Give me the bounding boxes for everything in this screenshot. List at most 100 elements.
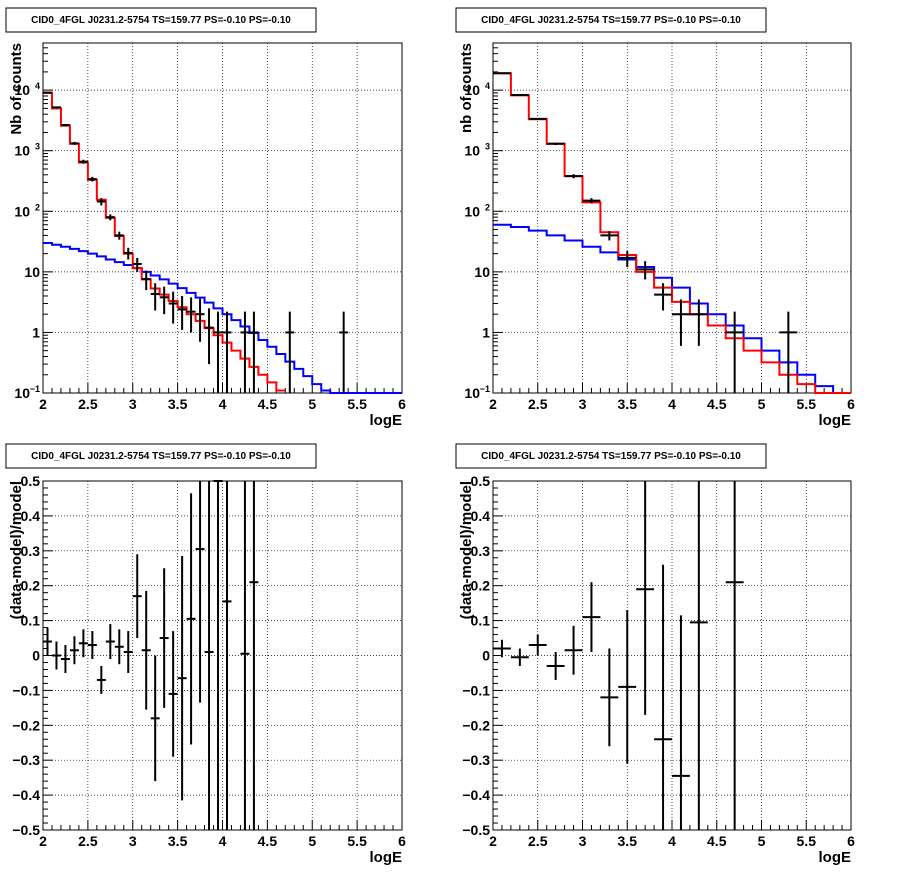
- data-point: [654, 283, 672, 311]
- data-point: [123, 247, 133, 260]
- y-tick-exponent: −1: [480, 384, 490, 394]
- x-tick-label: 5.5: [347, 833, 367, 849]
- data-point: [51, 106, 61, 109]
- y-tick-label: 10: [14, 385, 30, 401]
- data-point: [114, 629, 124, 665]
- data-point: [186, 297, 196, 333]
- data-point: [240, 311, 250, 393]
- x-tick-label: 3.5: [168, 833, 188, 849]
- data-point: [564, 174, 583, 179]
- data-point: [493, 72, 511, 75]
- plot-area: [43, 480, 259, 830]
- plot-area: [493, 481, 744, 830]
- data-point: [546, 652, 565, 680]
- data-point: [96, 665, 106, 694]
- chart-title: CID0_4FGL J0231.2-5754 TS=159.77 PS=-0.1…: [31, 15, 291, 26]
- data-point: [582, 198, 601, 204]
- chart-panel-3: CID0_4FGL J0231.2-5754 TS=159.77 PS=-0.1…: [5, 443, 406, 866]
- x-tick-label: 3.5: [168, 396, 188, 412]
- x-tick-label: 5: [308, 396, 316, 412]
- y-tick-label: 10: [14, 82, 30, 98]
- y-tick-label: 0.2: [471, 578, 491, 594]
- chart-panel-1: CID0_4FGL J0231.2-5754 TS=159.77 PS=-0.1…: [5, 7, 406, 429]
- x-tick-label: 2.5: [528, 396, 548, 412]
- y-tick-label: 1: [482, 324, 490, 340]
- y-tick-label: 10: [464, 203, 480, 219]
- chart-title: CID0_4FGL J0231.2-5754 TS=159.77 PS=-0.1…: [31, 451, 291, 462]
- y-tick-label: −0.4: [462, 787, 490, 803]
- data-point: [43, 627, 52, 656]
- y-axis-label: (data-model)/model: [458, 481, 475, 619]
- data-point: [177, 295, 187, 330]
- background-model-step-line: [43, 241, 402, 394]
- chart-title: CID0_4FGL J0231.2-5754 TS=159.77 PS=-0.1…: [481, 451, 741, 462]
- y-tick-label: 0.1: [21, 613, 41, 629]
- data-point: [78, 629, 88, 658]
- data-point: [689, 299, 708, 346]
- data-point: [528, 634, 547, 656]
- x-tick-label: 4: [668, 833, 676, 849]
- x-axis-label: logE: [370, 412, 403, 429]
- x-tick-label: 2: [39, 396, 47, 412]
- data-point: [78, 159, 88, 164]
- x-tick-label: 5.5: [797, 396, 817, 412]
- data-point: [510, 648, 529, 666]
- chart-title-box: [455, 443, 767, 469]
- x-tick-label: 6: [847, 833, 855, 849]
- x-tick-label: 5.5: [347, 396, 367, 412]
- x-tick-label: 4.5: [258, 833, 278, 849]
- data-point: [96, 198, 106, 206]
- x-tick-label: 2: [39, 833, 47, 849]
- data-point: [510, 94, 529, 97]
- data-point: [204, 308, 214, 365]
- x-tick-label: 4.5: [258, 396, 278, 412]
- data-point: [87, 631, 97, 659]
- y-axis-label: nb of counts: [458, 43, 475, 133]
- data-point: [546, 142, 565, 146]
- y-tick-label: 10: [464, 82, 480, 98]
- data-point: [725, 481, 744, 830]
- data-point: [582, 582, 601, 653]
- data-point: [672, 299, 690, 346]
- y-tick-label: 0.4: [471, 508, 491, 524]
- data-point: [285, 311, 295, 393]
- x-tick-label: 4: [219, 396, 227, 412]
- data-point: [600, 231, 619, 241]
- y-tick-label: −0.2: [12, 717, 40, 733]
- data-point: [132, 257, 142, 272]
- y-tick-label: −0.3: [462, 752, 490, 768]
- x-tick-label: 3.5: [618, 833, 638, 849]
- data-point: [654, 564, 672, 830]
- x-tick-label: 4: [668, 396, 676, 412]
- data-point: [141, 270, 151, 291]
- y-tick-label: 1: [32, 324, 40, 340]
- x-tick-label: 2.5: [78, 833, 98, 849]
- x-axis-label: logE: [370, 849, 403, 866]
- x-tick-label: 2: [489, 396, 497, 412]
- data-point: [69, 141, 79, 145]
- data-point: [204, 481, 214, 830]
- y-tick-label: 10: [464, 143, 480, 159]
- y-tick-label: −0.1: [12, 682, 40, 698]
- y-tick-label: 0.4: [21, 508, 41, 524]
- y-tick-label: 0.5: [471, 473, 491, 489]
- data-point: [150, 283, 160, 311]
- data-point: [168, 631, 178, 757]
- x-axis-label: logE: [819, 412, 852, 429]
- data-point: [186, 493, 196, 745]
- plot-area: [493, 72, 851, 394]
- data-point: [249, 311, 259, 393]
- data-point: [636, 261, 655, 280]
- data-point: [213, 311, 223, 393]
- data-point: [779, 311, 798, 393]
- y-tick-label: −0.5: [12, 822, 40, 838]
- plot-area: [43, 91, 402, 394]
- y-tick-exponent: 2: [485, 202, 490, 212]
- y-tick-exponent: 4: [485, 81, 490, 91]
- x-tick-label: 4.5: [707, 833, 727, 849]
- data-point: [60, 645, 70, 673]
- y-tick-label: −0.5: [462, 822, 490, 838]
- data-point: [672, 615, 690, 830]
- data-point: [132, 554, 142, 639]
